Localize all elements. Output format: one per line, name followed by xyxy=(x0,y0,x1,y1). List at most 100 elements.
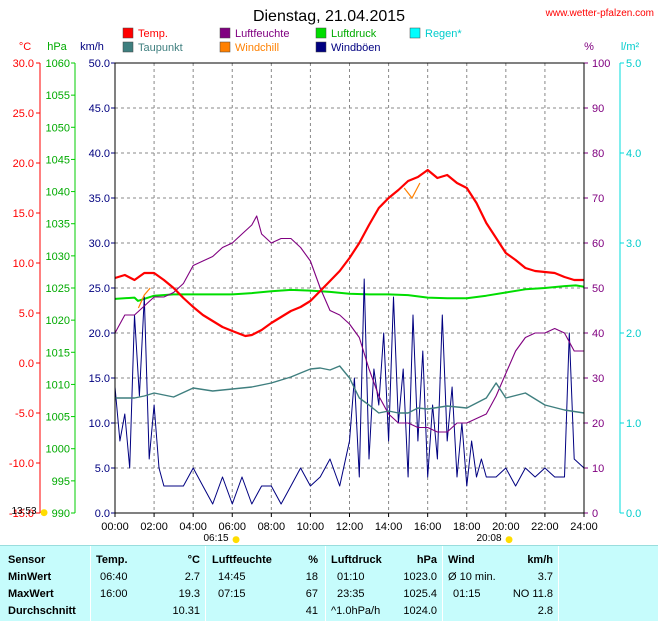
time-tick-label: 14:00 xyxy=(375,521,403,533)
stats-min-wind-time: Ø 10 min. xyxy=(448,571,496,583)
time-tick-label: 10:00 xyxy=(297,521,325,533)
stats-avg-temp-value: 10.31 xyxy=(172,605,200,617)
pressure-tick-label: 1025 xyxy=(46,283,70,295)
rain-tick-label: 2.0 xyxy=(626,328,641,340)
time-tick-label: 02:00 xyxy=(140,521,168,533)
series-windböen xyxy=(114,278,585,505)
wind-tick-label: 30.0 xyxy=(89,238,110,250)
stats-max-wind-value: NO 11.8 xyxy=(512,588,553,600)
stats-max-press-time: 23:35 xyxy=(337,588,365,600)
series-taupunkt xyxy=(115,365,585,414)
temp-tick-label: 15.0 xyxy=(13,208,34,220)
wind-tick-label: 0.0 xyxy=(95,508,110,520)
legend-swatch xyxy=(122,41,134,53)
stats-header-hum: Luftfeuchte xyxy=(212,554,272,566)
temp-tick-label: 5.0 xyxy=(19,308,34,320)
wind-tick-label: 35.0 xyxy=(89,193,110,205)
series-temp xyxy=(114,168,584,338)
stats-max-wind-time: 01:15 xyxy=(453,588,481,600)
stats-header-wind-unit: km/h xyxy=(527,554,553,566)
sunrise-label: 06:15 xyxy=(203,533,228,544)
legend-label: Windchill xyxy=(235,42,279,54)
pressure-tick-label: 990 xyxy=(52,508,70,520)
stats-avg-wind-value: 2.8 xyxy=(537,605,553,617)
stats-avg-hum-value: 41 xyxy=(305,605,318,617)
time-tick-label: 22:00 xyxy=(531,521,559,533)
humidity-tick-label: 90 xyxy=(592,103,604,115)
legend-swatch xyxy=(315,41,327,53)
daylight-icon: ● xyxy=(40,508,48,518)
legend-label: Taupunkt xyxy=(138,42,183,54)
temp-tick-label: 20.0 xyxy=(13,158,34,170)
pressure-tick-label: 1040 xyxy=(46,187,70,199)
temp-tick-label: 25.0 xyxy=(13,108,34,120)
legend-swatch xyxy=(219,41,231,53)
sunrise-icon: ● xyxy=(232,535,240,545)
rain-axis: 5.0 4.0 3.0 2.0 1.0 0.0 xyxy=(619,58,641,520)
stats-row-avg-label: Durchschnitt xyxy=(8,605,76,617)
temp-tick-label: 10.0 xyxy=(13,258,34,270)
humidity-tick-label: 20 xyxy=(592,418,604,430)
pressure-tick-label: 1020 xyxy=(46,315,70,327)
legend-label: Luftdruck xyxy=(331,28,377,40)
pressure-tick-label: 1045 xyxy=(46,154,70,166)
temp-tick-label: 30.0 xyxy=(13,58,34,70)
series-luftfeuchte xyxy=(114,215,584,433)
rain-unit-label: l/m² xyxy=(621,41,640,53)
brand-url: www.wetter-pfalzen.com xyxy=(545,8,654,19)
stats-max-temp-time: 16:00 xyxy=(100,588,128,600)
temp-axis: 30.0 25.0 20.0 15.0 10.0 5.0 0.0 -5.0 -10.0 -15.0 xyxy=(9,58,41,520)
stats-min-temp-time: 06:40 xyxy=(100,571,128,583)
time-tick-label: 24:00 xyxy=(570,521,598,533)
humidity-tick-label: 10 xyxy=(592,463,604,475)
rain-tick-label: 5.0 xyxy=(626,58,641,70)
pressure-tick-label: 995 xyxy=(52,476,70,488)
legend-label: Temp. xyxy=(138,28,168,40)
stats-avg-press-trend: ^1.0hPa/h xyxy=(331,605,381,617)
wind-tick-label: 5.0 xyxy=(95,463,110,475)
stats-header-temp-unit: °C xyxy=(187,554,200,566)
stats-avg-press-value: 1024.0 xyxy=(403,605,437,617)
temp-tick-label: -15.0 xyxy=(9,508,34,520)
pressure-tick-label: 1000 xyxy=(46,444,70,456)
rain-tick-label: 3.0 xyxy=(626,238,641,250)
pressure-tick-label: 1060 xyxy=(46,58,70,70)
stats-header-sensor: Sensor xyxy=(8,554,46,566)
stats-table: Sensor Temp. °C Luftfeuchte % Luftdruck … xyxy=(0,545,658,621)
pressure-tick-label: 1035 xyxy=(46,219,70,231)
pressure-tick-label: 1050 xyxy=(46,122,70,134)
sunset-label: 20:08 xyxy=(476,533,501,544)
time-tick-label: 04:00 xyxy=(179,521,207,533)
legend-swatch xyxy=(219,27,231,39)
time-tick-label: 00:00 xyxy=(101,521,129,533)
grid xyxy=(115,63,584,513)
humidity-tick-label: 40 xyxy=(592,328,604,340)
wind-tick-label: 15.0 xyxy=(89,373,110,385)
stats-min-wind-value: 3.7 xyxy=(537,571,553,583)
plot-frame xyxy=(114,62,585,514)
weather-chart: Dienstag, 21.04.2015 www.wetter-pfalzen.… xyxy=(9,8,654,545)
stats-min-hum-value: 18 xyxy=(305,571,318,583)
time-tick-label: 06:00 xyxy=(218,521,246,533)
series-windchill xyxy=(403,182,421,200)
legend-swatch xyxy=(122,27,134,39)
pressure-unit-label: hPa xyxy=(47,41,67,53)
humidity-unit-label: % xyxy=(584,41,594,53)
stats-row-max-label: MaxWert xyxy=(8,588,54,600)
stats-max-temp-value: 19.3 xyxy=(178,588,200,600)
stats-header-press: Luftdruck xyxy=(331,554,382,566)
stats-row-min-label: MinWert xyxy=(8,571,52,583)
wind-tick-label: 25.0 xyxy=(89,283,110,295)
sunset-icon: ● xyxy=(505,535,513,545)
temp-tick-label: -5.0 xyxy=(15,408,34,420)
stats-header-press-unit: hPa xyxy=(416,554,437,566)
wind-axis: 50.0 45.0 40.0 35.0 30.0 25.0 20.0 15.0 10.0 5.0 0… xyxy=(89,58,115,520)
temp-tick-label: -10.0 xyxy=(9,458,34,470)
pressure-tick-label: 1030 xyxy=(46,251,70,263)
stats-header-temp: Temp. xyxy=(96,554,128,566)
legend-swatch xyxy=(315,27,327,39)
time-tick-label: 16:00 xyxy=(414,521,442,533)
series-group xyxy=(114,168,585,505)
wind-tick-label: 10.0 xyxy=(89,418,110,430)
